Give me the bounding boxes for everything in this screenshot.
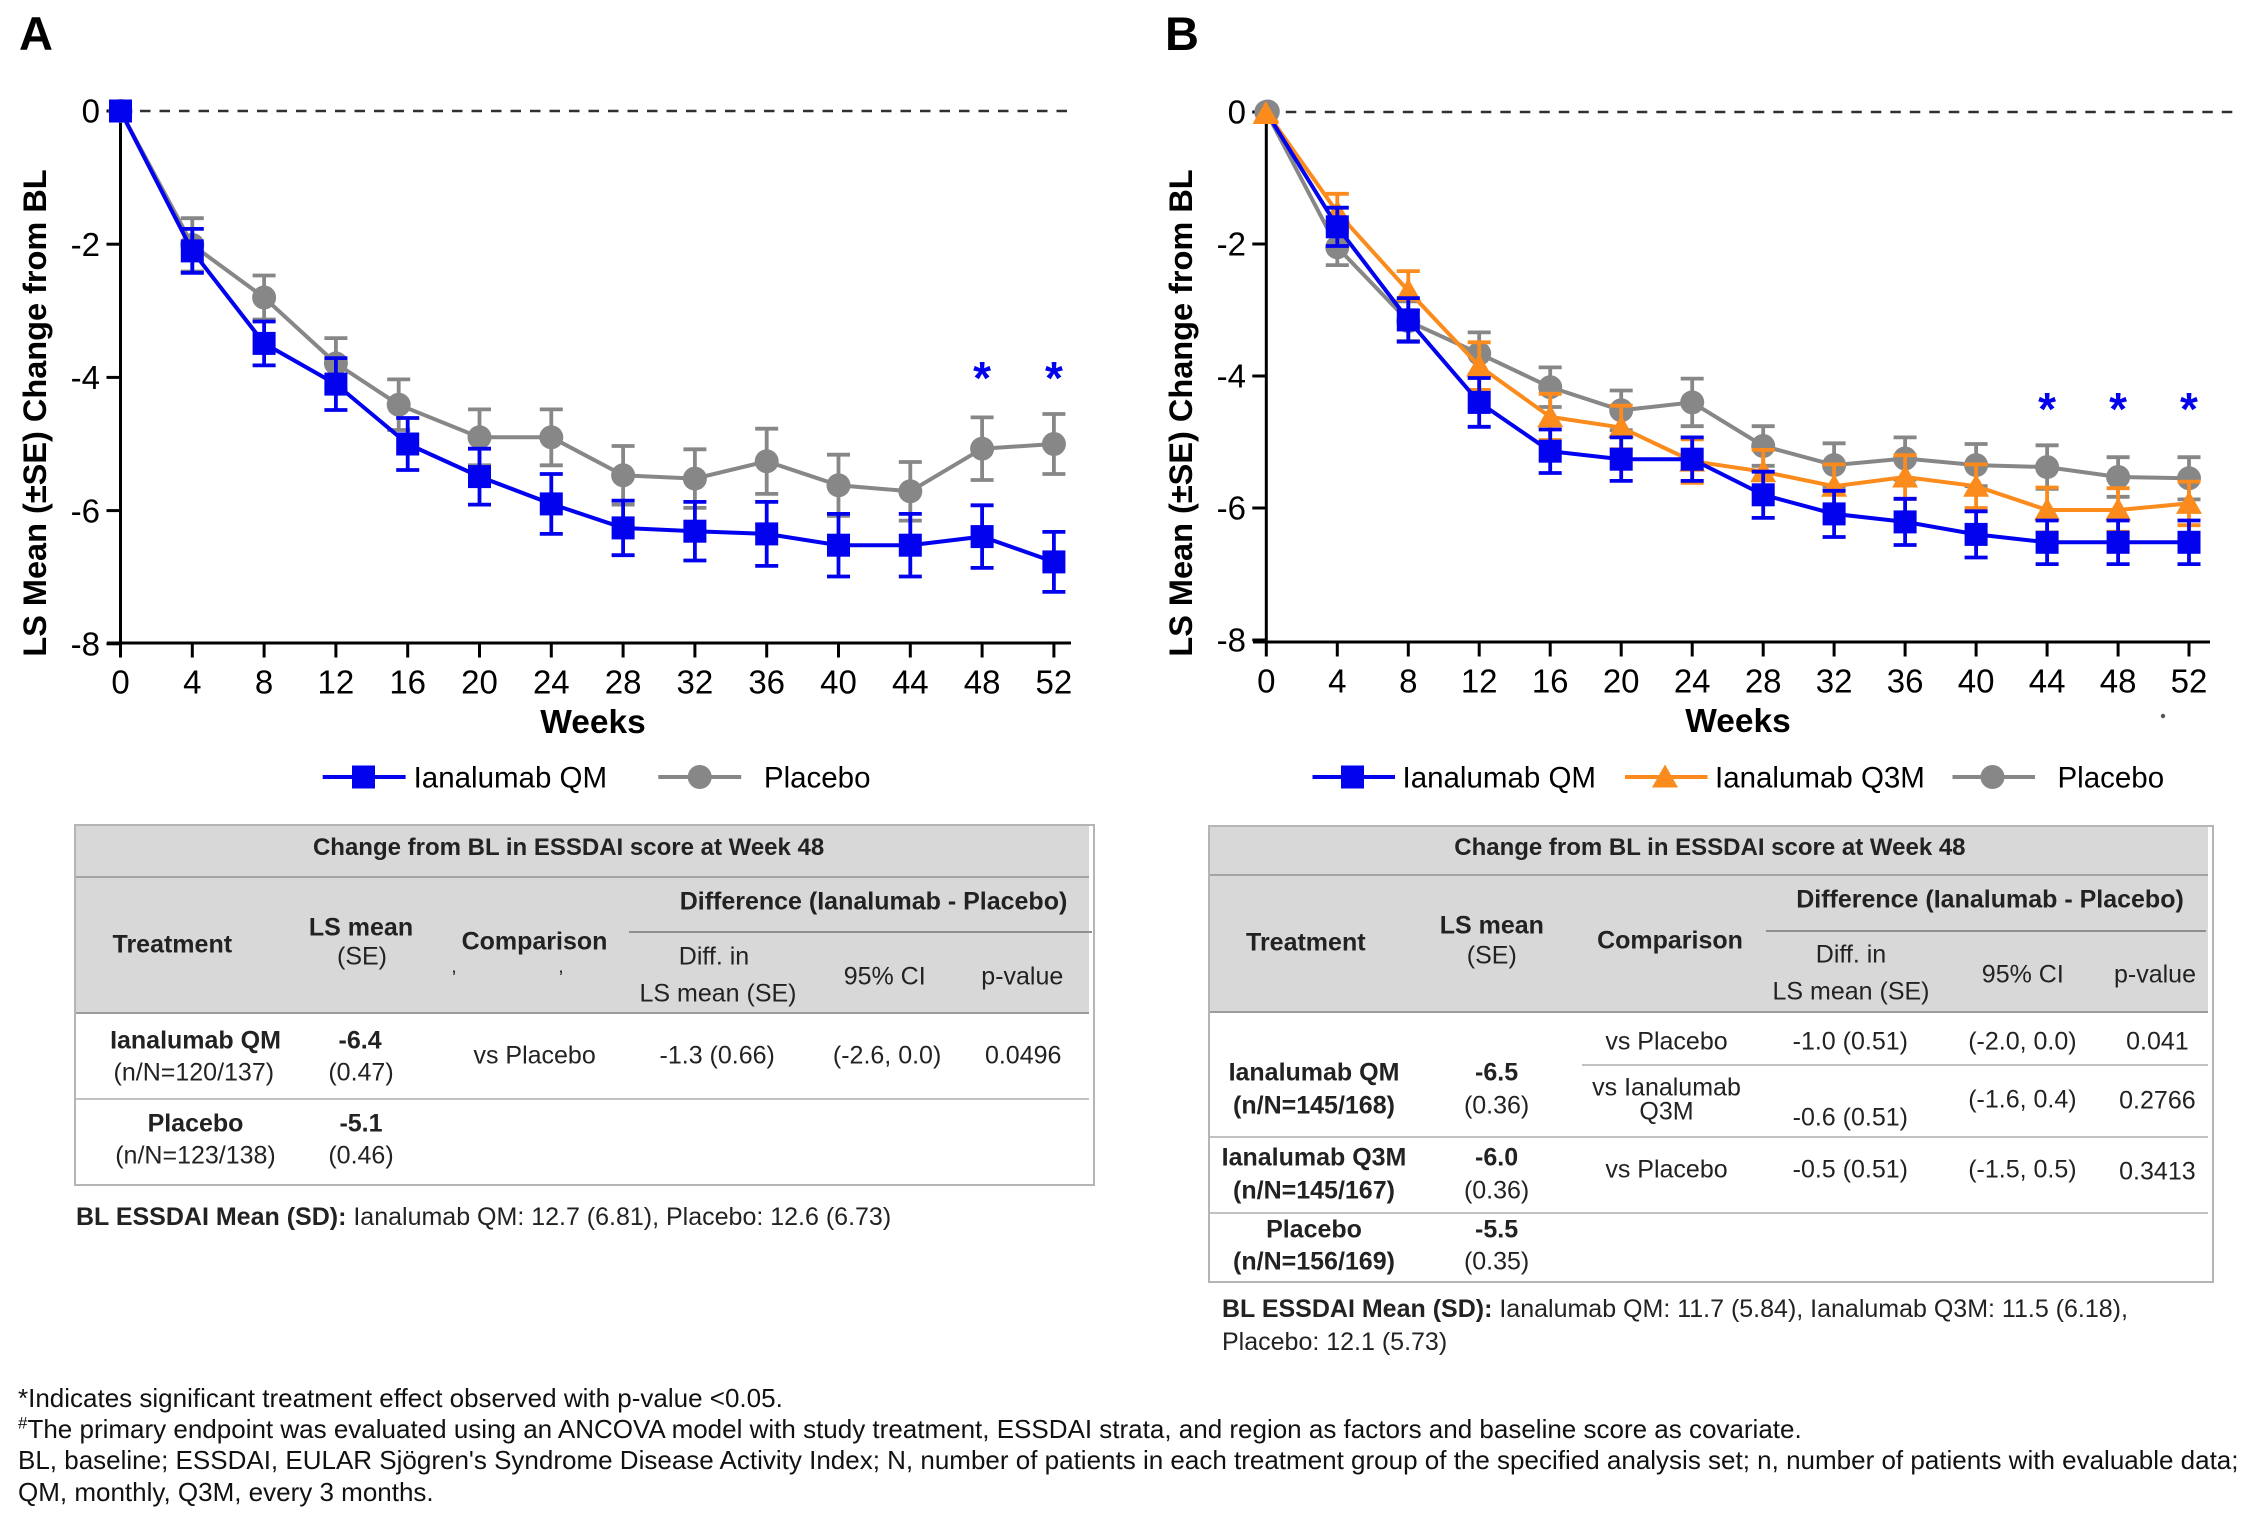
svg-text:-6: -6 — [71, 492, 100, 529]
svg-text:12: 12 — [318, 664, 355, 701]
svg-text:-8: -8 — [71, 626, 100, 663]
svg-text:52: 52 — [1036, 664, 1073, 701]
svg-text:16: 16 — [1532, 663, 1569, 700]
svg-text:44: 44 — [892, 664, 929, 701]
svg-text:0: 0 — [1257, 663, 1275, 700]
svg-text:32: 32 — [1816, 663, 1853, 700]
svg-text:20: 20 — [1603, 663, 1640, 700]
svg-text:8: 8 — [1399, 663, 1417, 700]
svg-text:Placebo: Placebo — [2058, 762, 2165, 795]
svg-text:0: 0 — [1228, 94, 1246, 131]
svg-text:48: 48 — [2100, 663, 2137, 700]
svg-text:40: 40 — [1958, 663, 1995, 700]
svg-text:0: 0 — [111, 664, 129, 701]
svg-text:32: 32 — [677, 664, 714, 701]
svg-text:52: 52 — [2171, 663, 2208, 700]
svg-text:-8: -8 — [1217, 622, 1246, 659]
svg-text:Ianalumab QM: Ianalumab QM — [414, 762, 607, 795]
svg-text:36: 36 — [748, 664, 785, 701]
svg-text:16: 16 — [389, 664, 426, 701]
svg-text:20: 20 — [461, 664, 498, 701]
svg-text:28: 28 — [1745, 663, 1782, 700]
svg-text:40: 40 — [820, 664, 857, 701]
svg-text:-2: -2 — [1217, 226, 1246, 263]
svg-text:Weeks: Weeks — [540, 704, 646, 741]
svg-text:Ianalumab QM: Ianalumab QM — [1403, 762, 1596, 795]
svg-text:-4: -4 — [1217, 358, 1246, 395]
svg-text:*: * — [2180, 383, 2198, 435]
svg-text:Weeks: Weeks — [1685, 703, 1791, 740]
svg-text:Ianalumab Q3M: Ianalumab Q3M — [1715, 762, 1925, 795]
svg-text:LS Mean (±SE) Change from BL: LS Mean (±SE) Change from BL — [1163, 169, 1199, 656]
svg-text:*: * — [2109, 383, 2127, 435]
svg-text:*: * — [2038, 383, 2056, 435]
svg-text:Placebo: Placebo — [764, 762, 871, 795]
svg-text:A: A — [19, 7, 53, 60]
svg-text:24: 24 — [533, 664, 570, 701]
svg-text:*: * — [1045, 352, 1063, 404]
svg-text:*: * — [973, 352, 991, 404]
svg-text:-4: -4 — [71, 359, 100, 396]
svg-text:44: 44 — [2029, 663, 2066, 700]
svg-text:4: 4 — [183, 664, 201, 701]
svg-text:24: 24 — [1674, 663, 1711, 700]
svg-text:-6: -6 — [1217, 490, 1246, 527]
svg-text:36: 36 — [1887, 663, 1924, 700]
svg-text:28: 28 — [605, 664, 642, 701]
svg-text:0: 0 — [82, 93, 100, 130]
svg-text:4: 4 — [1328, 663, 1346, 700]
svg-text:12: 12 — [1461, 663, 1498, 700]
svg-text:LS Mean (±SE) Change from BL: LS Mean (±SE) Change from BL — [17, 169, 53, 656]
svg-text:B: B — [1165, 7, 1199, 60]
svg-text:48: 48 — [964, 664, 1001, 701]
svg-text:-2: -2 — [71, 226, 100, 263]
svg-text:8: 8 — [255, 664, 273, 701]
